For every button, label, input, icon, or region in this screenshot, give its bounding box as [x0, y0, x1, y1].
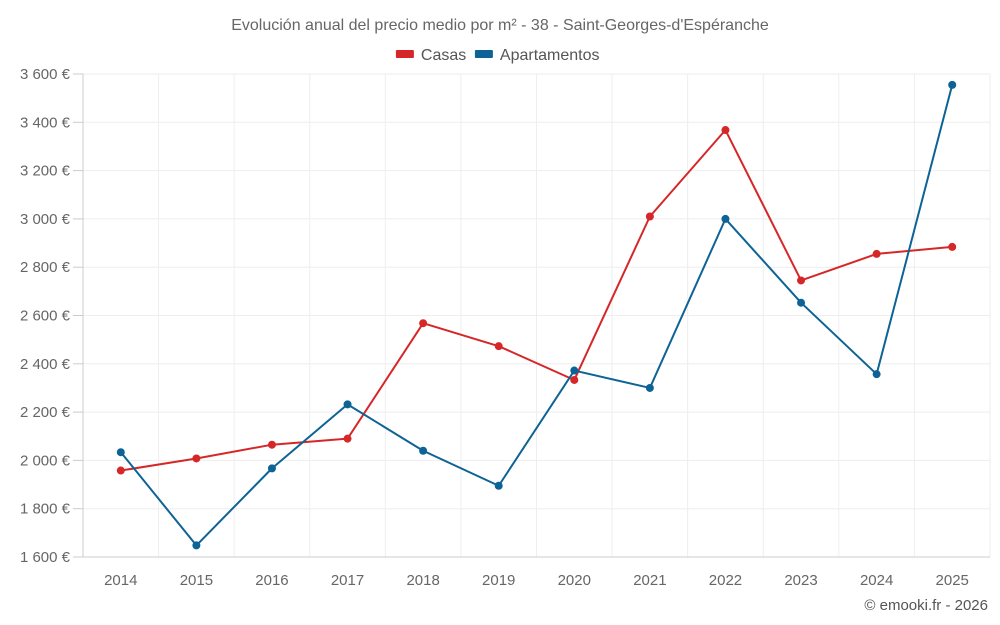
chart-title: Evolución anual del precio medio por m² … [231, 17, 769, 34]
data-point[interactable] [343, 400, 352, 409]
legend-item-casas[interactable]: Casas [395, 47, 466, 64]
gridlines [82, 73, 991, 558]
data-point[interactable] [494, 481, 503, 490]
series-apartamentos [116, 80, 957, 550]
legend-item-apartamentos[interactable]: Apartamentos [474, 47, 600, 64]
x-tick-label: 2025 [936, 572, 969, 589]
data-point[interactable] [570, 366, 579, 375]
y-tick-label: 2 600 € [20, 308, 71, 325]
y-tick-label: 3 400 € [20, 114, 71, 131]
y-tick-label: 1 800 € [20, 501, 71, 518]
legend-swatch [395, 50, 414, 58]
x-tick-label: 2023 [784, 572, 817, 589]
series-casas [116, 126, 957, 475]
x-tick-label: 2014 [104, 572, 137, 589]
x-tick-label: 2024 [860, 572, 893, 589]
data-point[interactable] [872, 249, 881, 258]
x-tick-label: 2016 [255, 572, 288, 589]
legend-label: Casas [421, 47, 466, 64]
data-point[interactable] [192, 454, 201, 463]
data-point[interactable] [645, 383, 654, 392]
series-line [120, 84, 954, 547]
footer-credit: © emooki.fr - 2026 [864, 597, 988, 614]
y-tick-label: 1 600 € [20, 549, 71, 566]
data-point[interactable] [116, 466, 125, 475]
data-point[interactable] [494, 342, 503, 351]
y-axis: 1 600 € 1 800 € 2 000 € 2 200 € 2 400 € 2 600… [20, 66, 84, 566]
x-tick-label: 2021 [633, 572, 666, 589]
series-layer [116, 80, 957, 550]
series-line [120, 129, 953, 472]
data-point[interactable] [267, 440, 276, 449]
y-tick-label: 2 800 € [20, 259, 71, 276]
data-point[interactable] [419, 446, 428, 455]
data-point[interactable] [116, 448, 125, 457]
data-point[interactable] [343, 434, 352, 443]
y-tick-label: 3 200 € [20, 163, 71, 180]
y-tick-label: 2 000 € [20, 452, 71, 469]
x-tick-label: 2019 [482, 572, 515, 589]
legend: Casas Apartamentos [395, 47, 600, 64]
x-tick-label: 2022 [709, 572, 742, 589]
y-tick-label: 3 600 € [20, 66, 71, 83]
data-point[interactable] [948, 242, 957, 251]
data-point[interactable] [721, 214, 730, 223]
x-tick-label: 2017 [331, 572, 364, 589]
y-tick-label: 2 400 € [20, 356, 71, 373]
x-tick-label: 2018 [406, 572, 439, 589]
data-point[interactable] [797, 276, 806, 285]
data-point[interactable] [721, 126, 730, 135]
data-point[interactable] [192, 541, 201, 550]
legend-label: Apartamentos [500, 47, 600, 64]
data-point[interactable] [645, 212, 654, 221]
x-tick-label: 2015 [180, 572, 213, 589]
y-tick-label: 3 000 € [20, 211, 71, 228]
x-tick-label: 2020 [558, 572, 591, 589]
data-point[interactable] [797, 298, 806, 307]
data-point[interactable] [948, 80, 957, 89]
data-point[interactable] [872, 370, 881, 379]
data-point[interactable] [267, 464, 276, 473]
data-point[interactable] [419, 319, 428, 328]
y-tick-label: 2 200 € [20, 404, 71, 421]
data-point[interactable] [570, 375, 579, 384]
legend-swatch [474, 50, 493, 58]
x-axis: 2014 2015 2016 2017 2018 2019 2020 2021 2022 2023… [83, 556, 990, 589]
